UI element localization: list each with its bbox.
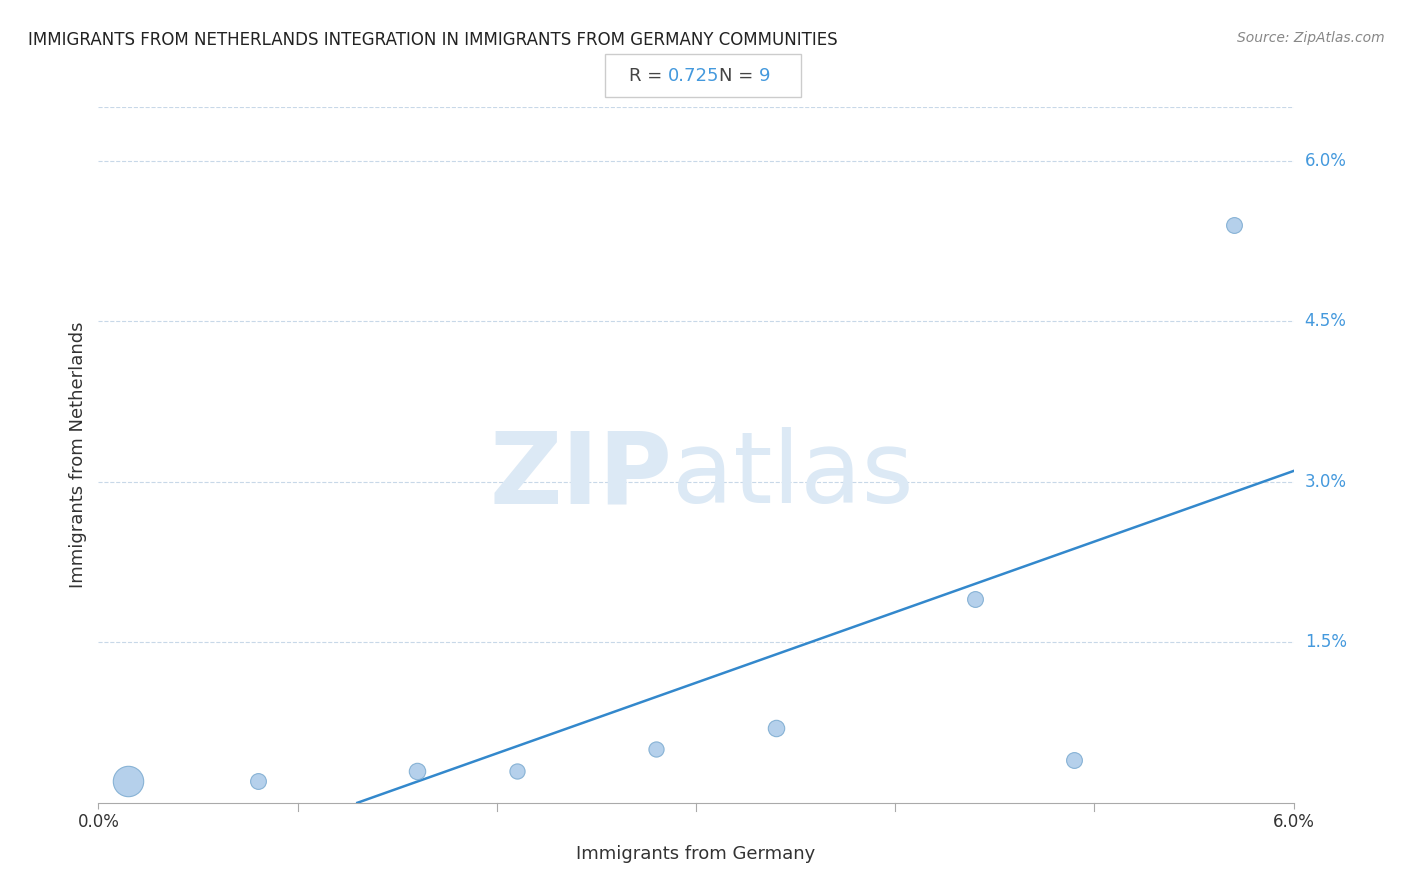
Text: atlas: atlas bbox=[672, 427, 914, 524]
Point bbox=[765, 721, 787, 735]
Point bbox=[963, 592, 986, 607]
Point bbox=[406, 764, 429, 778]
X-axis label: Immigrants from Germany: Immigrants from Germany bbox=[576, 845, 815, 863]
Text: 4.5%: 4.5% bbox=[1305, 312, 1347, 330]
Text: R =: R = bbox=[628, 67, 668, 85]
Point bbox=[1063, 753, 1085, 767]
Text: Source: ZipAtlas.com: Source: ZipAtlas.com bbox=[1237, 31, 1385, 45]
Text: 9: 9 bbox=[759, 67, 770, 85]
Y-axis label: Immigrants from Netherlands: Immigrants from Netherlands bbox=[69, 322, 87, 588]
Text: ZIP: ZIP bbox=[489, 427, 672, 524]
Text: 1.5%: 1.5% bbox=[1305, 633, 1347, 651]
Point bbox=[117, 774, 139, 789]
Text: N =: N = bbox=[720, 67, 759, 85]
Text: 6.0%: 6.0% bbox=[1305, 152, 1347, 169]
Point bbox=[645, 742, 668, 756]
Text: IMMIGRANTS FROM NETHERLANDS INTEGRATION IN IMMIGRANTS FROM GERMANY COMMUNITIES: IMMIGRANTS FROM NETHERLANDS INTEGRATION … bbox=[28, 31, 838, 49]
Point bbox=[1223, 218, 1246, 232]
Point bbox=[506, 764, 529, 778]
Text: 0.725: 0.725 bbox=[668, 67, 720, 85]
Text: 3.0%: 3.0% bbox=[1305, 473, 1347, 491]
Point bbox=[246, 774, 269, 789]
